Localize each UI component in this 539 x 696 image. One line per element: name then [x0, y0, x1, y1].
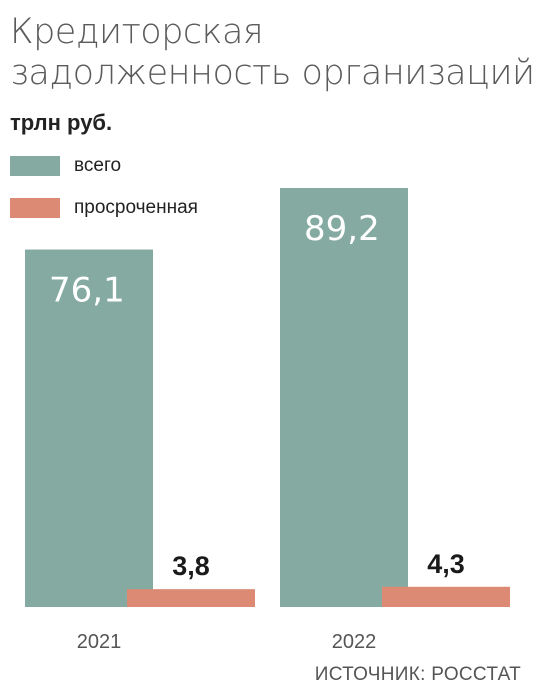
source-note: ИСТОЧНИК: РОССТАТ [314, 664, 521, 685]
legend-item-total: всего [10, 154, 121, 178]
bar-overdue-2021 [127, 589, 255, 607]
data-label-overdue-2022: 4,3 [427, 549, 465, 579]
legend-label-overdue: просроченная [74, 197, 198, 218]
bar-total-2021 [25, 249, 153, 607]
legend-swatch-overdue [10, 198, 60, 218]
data-label-total-2021: 76,1 [49, 271, 125, 311]
x-tick-label-2021: 2021 [77, 631, 122, 653]
legend-label-total: всего [74, 155, 122, 176]
unit-label: трлн руб. [10, 110, 113, 135]
legend-swatch-total [10, 156, 60, 176]
data-label-overdue-2021: 3,8 [172, 551, 210, 581]
chart-title: Кредиторская задолженность организаций [10, 12, 535, 93]
data-label-total-2022: 89,2 [304, 209, 380, 249]
bar-overdue-2022 [382, 586, 510, 607]
x-tick-label-2022: 2022 [332, 631, 377, 653]
legend-item-overdue: просроченная [10, 196, 198, 220]
bar-total-2022 [280, 188, 408, 607]
